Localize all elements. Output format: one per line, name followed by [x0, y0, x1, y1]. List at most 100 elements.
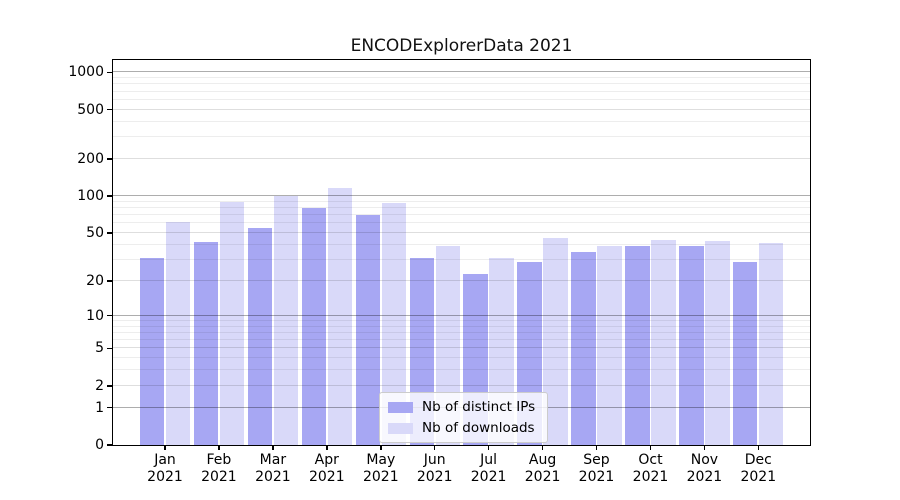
legend-swatch-downloads: [388, 422, 413, 434]
gridline-20: [113, 279, 810, 281]
bar-ips-nov: [679, 246, 704, 445]
gridline-100: [113, 195, 810, 196]
gridline-500: [113, 108, 810, 110]
bar-downloads-apr: [327, 187, 352, 445]
gridline-800: [113, 83, 810, 85]
x-tick-label-aug: Aug 2021: [524, 452, 561, 485]
x-tick-jun: [433, 445, 436, 450]
bar-downloads-oct: [651, 239, 676, 445]
bar-ips-feb: [193, 242, 219, 445]
x-tick-sep: [595, 445, 598, 450]
y-tick-10: [107, 314, 112, 317]
y-tick-label-2: 2: [95, 377, 104, 394]
x-tick-label-sep: Sep 2021: [578, 452, 615, 485]
y-tick-label-200: 200: [77, 150, 104, 167]
plot-area: [112, 59, 811, 446]
legend-swatch-distinct-ips: [388, 401, 413, 413]
bar-ips-oct: [625, 246, 650, 445]
bar-downloads-mar: [273, 196, 299, 445]
gridline-3: [113, 369, 810, 371]
y-tick-1000: [107, 71, 112, 73]
x-tick-apr: [326, 445, 328, 450]
x-tick-label-dec: Dec 2021: [740, 452, 777, 485]
y-tick-2: [107, 385, 112, 387]
x-tick-label-feb: Feb 2021: [201, 452, 237, 485]
gridline-700: [113, 90, 810, 92]
gridline-4: [113, 357, 810, 359]
y-tick-500: [107, 108, 112, 111]
gridline-10: [113, 314, 810, 316]
y-tick-label-5: 5: [95, 340, 104, 357]
y-tick-label-100: 100: [77, 188, 104, 204]
y-tick-label-0: 0: [95, 437, 104, 453]
y-tick-1: [107, 406, 112, 409]
gridline-90: [113, 200, 810, 202]
gridline-7: [113, 331, 810, 333]
gridline-60: [113, 222, 810, 224]
gridline-1000: [113, 71, 810, 73]
gridline-30: [113, 258, 810, 260]
y-tick-label-10: 10: [86, 307, 104, 324]
x-tick-dec: [757, 445, 760, 450]
gridline-80: [113, 206, 810, 208]
x-tick-feb: [218, 445, 220, 450]
x-tick-label-may: May 2021: [362, 452, 399, 485]
bar-ips-dec: [733, 261, 758, 445]
gridline-200: [113, 157, 810, 159]
bar-downloads-sep: [597, 246, 622, 445]
gridline-8: [113, 325, 810, 327]
y-tick-50: [107, 232, 112, 234]
x-tick-aug: [541, 445, 544, 450]
gridline-70: [113, 214, 810, 215]
x-tick-nov: [703, 445, 706, 450]
gridline-9: [113, 319, 810, 321]
legend-label: Nb of downloads: [422, 420, 535, 436]
bar-ips-mar: [247, 227, 273, 445]
x-tick-label-jul: Jul 2021: [470, 452, 507, 485]
bar-downloads-nov: [705, 240, 730, 445]
x-tick-label-jun: Jun 2021: [416, 452, 453, 485]
x-tick-oct: [649, 445, 652, 450]
y-tick-20: [107, 280, 112, 282]
y-tick-label-20: 20: [86, 272, 104, 289]
gridline-5: [113, 347, 810, 349]
gridline-6: [113, 339, 810, 340]
legend: Nb of distinct IPs Nb of downloads: [379, 392, 549, 443]
y-tick-label-50: 50: [86, 224, 104, 241]
legend-item-distinct-ips: Nb of distinct IPs: [388, 398, 535, 416]
y-tick-label-1000: 1000: [68, 64, 104, 81]
y-tick-100: [107, 195, 112, 197]
gridline-40: [113, 243, 810, 245]
bar-downloads-feb: [219, 201, 245, 445]
plot-canvas: [113, 60, 810, 445]
legend-item-downloads: Nb of downloads: [388, 419, 535, 437]
gridline-400: [113, 120, 810, 122]
x-tick-label-oct: Oct 2021: [632, 452, 669, 485]
x-tick-label-nov: Nov 2021: [686, 452, 723, 485]
gridline-2: [113, 384, 810, 386]
gridline-50: [113, 231, 810, 233]
bar-downloads-dec: [759, 243, 784, 445]
x-tick-label-mar: Mar 2021: [255, 452, 291, 485]
y-tick-200: [107, 158, 112, 160]
gridline-300: [113, 136, 810, 138]
bar-ips-may: [355, 215, 380, 445]
x-tick-label-jan: Jan 2021: [147, 452, 183, 485]
chart-title: ENCODExplorerData 2021: [350, 36, 573, 56]
legend-label: Nb of distinct IPs: [422, 399, 536, 415]
bar-ips-jan: [139, 258, 165, 445]
bar-ips-apr: [301, 207, 326, 445]
bar-downloads-jan: [165, 221, 191, 445]
bar-ips-sep: [571, 251, 596, 445]
y-tick-0: [107, 444, 112, 446]
x-tick-label-apr: Apr 2021: [308, 452, 345, 485]
y-tick-5: [107, 347, 112, 350]
y-tick-label-1: 1: [95, 399, 104, 416]
x-tick-jan: [164, 445, 166, 450]
x-tick-jul: [487, 445, 490, 450]
gridline-900: [113, 77, 810, 78]
y-tick-label-500: 500: [77, 101, 104, 118]
x-tick-may: [380, 445, 382, 450]
x-tick-mar: [272, 445, 274, 450]
